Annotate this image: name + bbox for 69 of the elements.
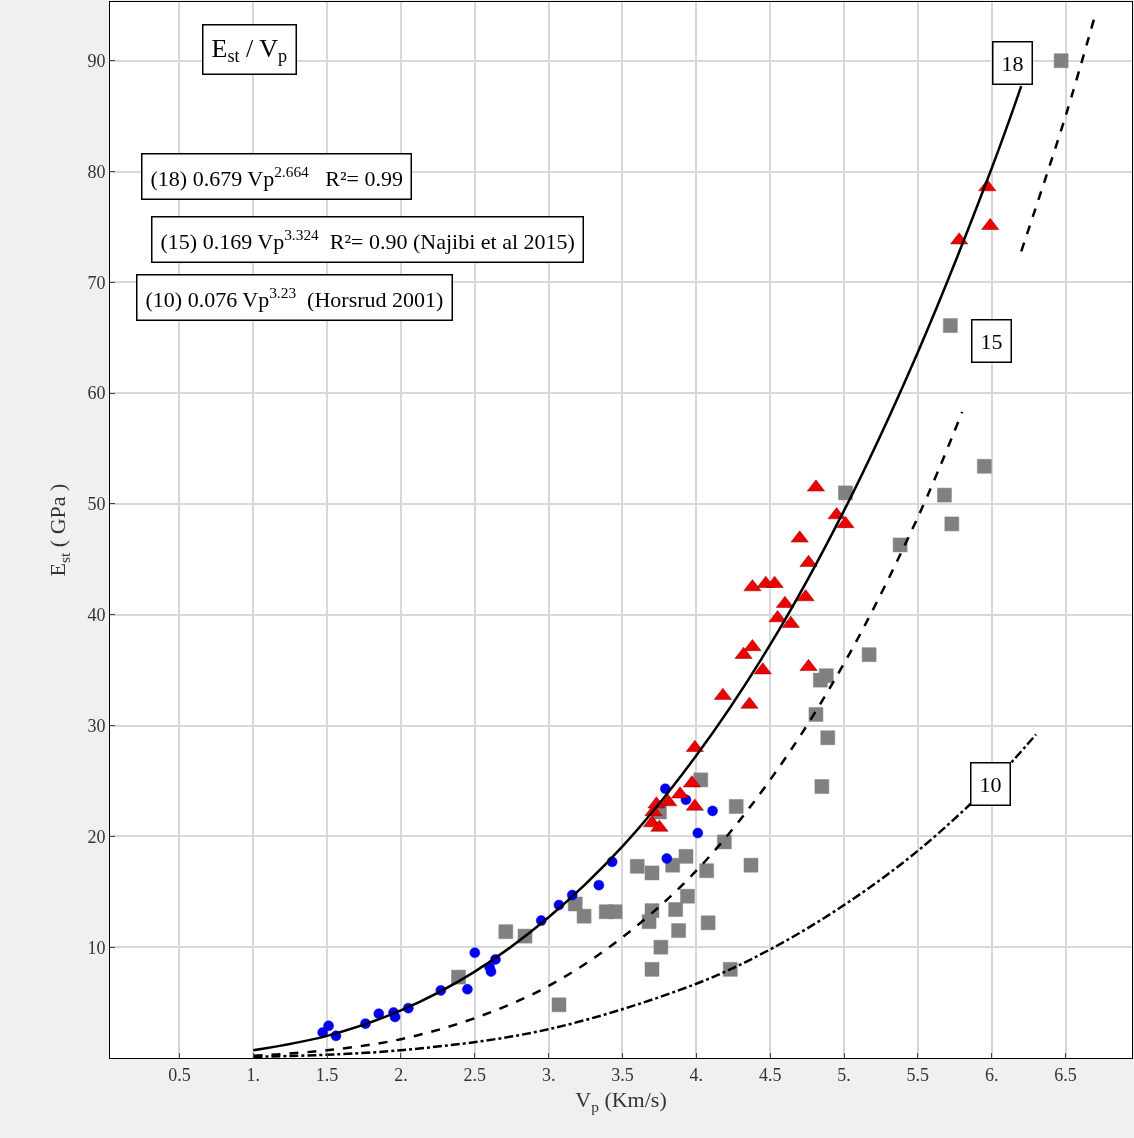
- y-tick-label: 90: [87, 51, 106, 72]
- y-tick-label: 40: [87, 605, 106, 626]
- point: [943, 318, 958, 333]
- y-tick-label: 60: [87, 383, 106, 404]
- point: [699, 863, 714, 878]
- point: [1053, 53, 1069, 68]
- point: [653, 939, 669, 955]
- point: [462, 984, 473, 995]
- x-axis-title: V$_{p}$ (Km/s): [575, 1087, 667, 1116]
- annotation: 15: [980, 328, 1003, 354]
- point: [661, 853, 673, 864]
- point: [598, 904, 614, 919]
- x-tick-label: 3.5: [611, 1064, 634, 1085]
- point: [838, 485, 853, 501]
- point: [641, 914, 657, 929]
- point: [593, 879, 605, 891]
- x-tick-label: 2.5: [463, 1064, 487, 1085]
- y-tick-label: 20: [87, 826, 106, 847]
- x-tick-label: 1.: [246, 1064, 261, 1085]
- x-tick-label: 3.: [541, 1064, 556, 1085]
- point: [671, 786, 689, 799]
- annotation: 10: [979, 771, 1002, 797]
- point: [743, 857, 759, 873]
- point: [630, 859, 645, 874]
- point: [373, 1008, 385, 1019]
- point: [551, 997, 567, 1013]
- annotation: (18) 0.679 Vp$^{2.664}$ R²= 0.99: [150, 162, 403, 191]
- point: [819, 668, 834, 683]
- x-tick-label: 0.5: [168, 1064, 191, 1085]
- y-tick-label: 70: [87, 272, 106, 293]
- point: [814, 779, 830, 794]
- x-tick-label: 2.: [394, 1064, 408, 1085]
- point: [977, 459, 992, 474]
- x-tick-label: 6.: [984, 1064, 999, 1085]
- y-tick-label: 50: [87, 494, 106, 515]
- y-tick-label: 30: [87, 715, 106, 736]
- x-tick-label: 4.: [689, 1064, 704, 1085]
- point: [944, 516, 960, 532]
- point: [469, 947, 481, 958]
- annotation: (15) 0.169 Vp$^{3.324}$ R²= 0.90 (Najibi et al 2015): [160, 225, 575, 254]
- point: [728, 799, 744, 814]
- annotation: 18: [1001, 50, 1024, 76]
- point: [707, 805, 718, 817]
- point: [644, 962, 660, 977]
- point: [776, 595, 794, 608]
- x-tick-label: 4.5: [758, 1064, 782, 1085]
- annotation: (10) 0.076 Vp$^{3.23}$ (Horsrud 2001): [145, 283, 444, 312]
- point: [498, 924, 514, 939]
- point: [861, 647, 877, 662]
- point: [680, 888, 695, 904]
- point: [937, 487, 952, 503]
- y-tick-label: 80: [87, 161, 106, 182]
- annotation: E$_{st}$ / V$_{p}$: [211, 33, 288, 66]
- point: [692, 827, 704, 839]
- point: [323, 1020, 334, 1032]
- point: [820, 730, 836, 746]
- point: [671, 923, 686, 938]
- x-tick-label: 5.5: [906, 1064, 930, 1085]
- x-tick-label: 5.: [837, 1064, 851, 1085]
- point: [892, 537, 908, 553]
- point: [700, 915, 716, 931]
- point: [644, 865, 660, 881]
- point: [807, 479, 825, 492]
- point: [668, 902, 683, 917]
- y-tick-label: 10: [87, 937, 106, 958]
- x-tick-label: 1.5: [315, 1064, 339, 1085]
- point: [576, 908, 592, 924]
- x-tick-label: 6.5: [1054, 1064, 1077, 1085]
- point: [678, 849, 694, 864]
